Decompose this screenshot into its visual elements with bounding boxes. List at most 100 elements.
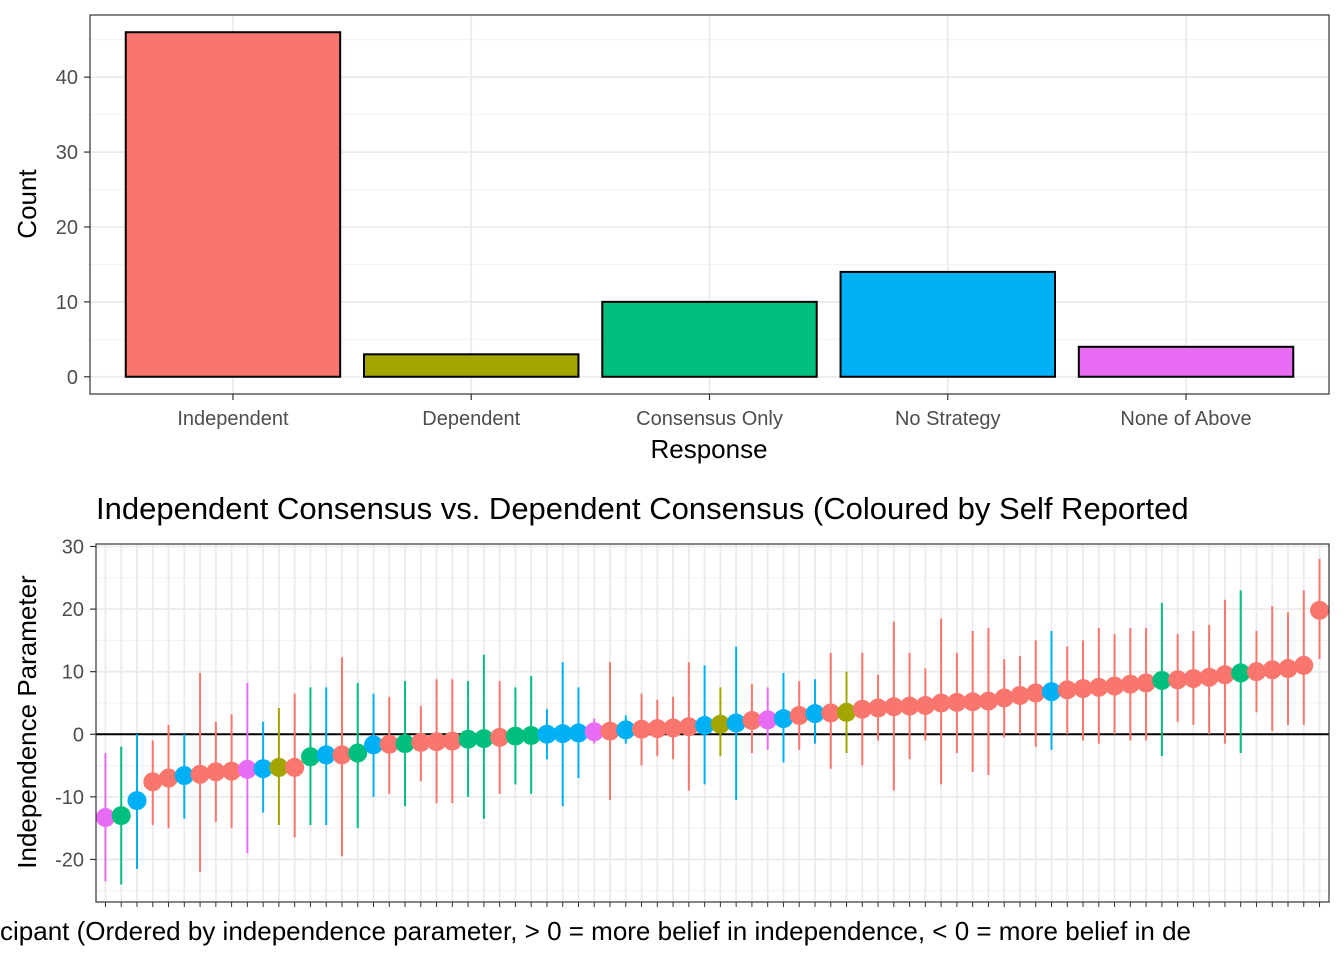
- data-point: [285, 757, 305, 777]
- data-point: [505, 726, 525, 746]
- bar-x-tick-label: None of Above: [1120, 408, 1251, 430]
- data-point: [1215, 665, 1235, 685]
- data-point: [1136, 673, 1156, 693]
- data-point: [521, 726, 541, 746]
- data-point: [269, 757, 289, 777]
- data-point: [695, 716, 715, 736]
- scatter-y-tick-label: 0: [73, 724, 84, 746]
- data-point: [222, 761, 242, 781]
- data-point: [1010, 685, 1030, 705]
- data-point: [600, 721, 620, 741]
- bar-y-tick-label: 40: [56, 67, 78, 89]
- data-point: [190, 764, 210, 784]
- bar-x-axis-title: Response: [650, 434, 767, 464]
- bar-x-tick-label: Independent: [177, 408, 289, 430]
- data-point: [1073, 679, 1093, 699]
- scatter-title: Independent Consensus vs. Dependent Cons…: [96, 491, 1189, 526]
- data-point: [553, 724, 573, 744]
- data-point: [1310, 600, 1330, 620]
- data-point: [584, 722, 604, 742]
- scatter-y-axis: -20 -10 0 10 20 30: [55, 537, 1321, 907]
- bar-dependent: [363, 353, 580, 378]
- scatter-y-axis-title: Independence Parameter: [12, 575, 42, 869]
- data-point: [852, 699, 872, 719]
- data-point: [900, 696, 920, 716]
- data-point: [742, 710, 762, 730]
- data-point: [1105, 676, 1125, 696]
- bar-no-strategy: [839, 270, 1056, 378]
- data-point: [1246, 662, 1266, 682]
- data-point: [316, 745, 336, 765]
- bar-none-of-above: [1077, 345, 1295, 378]
- data-point: [1294, 655, 1314, 675]
- data-point: [206, 762, 226, 782]
- scatter-x-axis-title: cipant (Ordered by independence paramete…: [0, 916, 1191, 946]
- bar-chart: 0 10 20 30 40 Independent Dependent Consensus …: [12, 14, 1330, 464]
- data-point: [915, 695, 935, 715]
- data-point: [758, 710, 778, 730]
- bar-y-tick-label: 30: [56, 142, 78, 164]
- bar-y-tick-label: 10: [56, 292, 78, 314]
- data-point: [1026, 683, 1046, 703]
- data-point: [348, 743, 368, 763]
- data-point: [1120, 674, 1140, 694]
- bar-marks: [124, 31, 1295, 378]
- scatter-chart: Independent Consensus vs. Dependent Cons…: [0, 491, 1330, 946]
- data-point: [395, 734, 415, 754]
- scatter-y-tick-label: 30: [62, 537, 84, 559]
- data-point: [111, 806, 131, 826]
- data-point: [237, 759, 257, 779]
- data-point: [364, 735, 384, 755]
- data-point: [710, 714, 730, 734]
- data-point: [632, 719, 652, 739]
- bar-x-axis: Independent Dependent Consensus Only No Str…: [177, 394, 1252, 430]
- scatter-y-tick-label: -10: [55, 787, 84, 809]
- data-point: [884, 697, 904, 717]
- data-point: [411, 732, 431, 752]
- scatter-panel-border: [95, 543, 1330, 903]
- bar-consensus-only: [601, 300, 818, 378]
- data-point: [474, 729, 494, 749]
- data-point: [568, 723, 588, 743]
- data-point: [427, 732, 447, 752]
- data-point: [458, 729, 478, 749]
- data-point: [1041, 682, 1061, 702]
- data-point: [1278, 659, 1298, 679]
- bar-y-tick-label: 20: [56, 217, 78, 239]
- data-point: [963, 692, 983, 712]
- data-point: [978, 691, 998, 711]
- data-point: [994, 688, 1014, 708]
- data-point: [537, 724, 557, 744]
- data-point: [1231, 663, 1251, 683]
- data-point: [868, 698, 888, 718]
- data-point: [174, 766, 194, 786]
- scatter-y-tick-label: -20: [55, 849, 84, 871]
- bar-y-axis-title: Count: [12, 169, 42, 239]
- data-point: [1183, 669, 1203, 689]
- data-point: [127, 791, 147, 811]
- data-point: [143, 772, 163, 792]
- data-point: [442, 731, 462, 751]
- bar-x-tick-label: Dependent: [422, 408, 520, 430]
- data-point: [95, 808, 115, 828]
- data-point: [1262, 660, 1282, 680]
- data-point: [1199, 667, 1219, 687]
- data-point: [789, 705, 809, 725]
- data-point: [1152, 670, 1172, 690]
- data-point: [1168, 670, 1188, 690]
- data-point: [837, 702, 857, 722]
- data-point: [253, 759, 273, 779]
- data-point: [931, 693, 951, 713]
- bar-y-axis: 0 10 20 30 40: [56, 67, 90, 389]
- data-point: [300, 747, 320, 767]
- data-point: [1057, 680, 1077, 700]
- data-point: [773, 709, 793, 729]
- scatter-y-tick-label: 10: [62, 662, 84, 684]
- bar-x-tick-label: No Strategy: [895, 408, 1001, 430]
- data-point: [159, 768, 179, 788]
- bar-y-tick-label: 0: [67, 367, 78, 389]
- data-point: [805, 704, 825, 724]
- data-point: [726, 713, 746, 733]
- data-point: [1089, 677, 1109, 697]
